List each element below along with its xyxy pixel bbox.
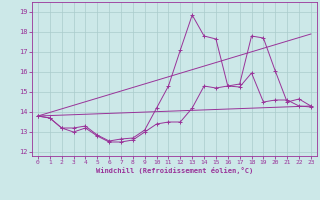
X-axis label: Windchill (Refroidissement éolien,°C): Windchill (Refroidissement éolien,°C)	[96, 167, 253, 174]
